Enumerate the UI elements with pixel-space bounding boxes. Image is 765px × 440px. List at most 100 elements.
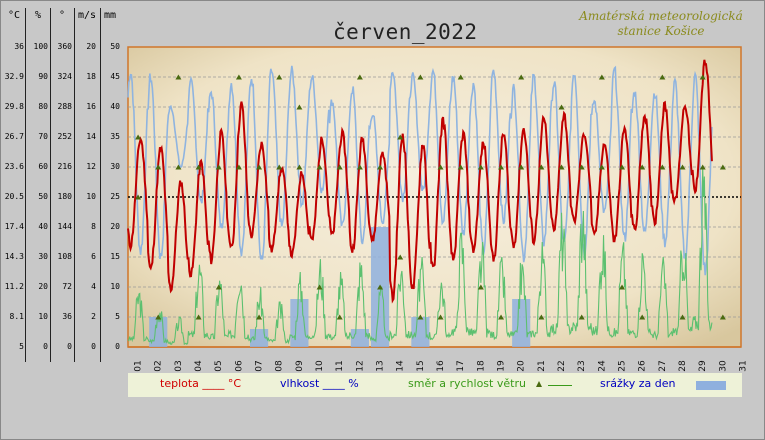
- x-tick-label: 04: [194, 360, 204, 372]
- x-tick-label: 24: [597, 360, 607, 372]
- wind-direction-marker: [377, 164, 384, 170]
- axis-separator: [25, 8, 26, 362]
- axis-separator: [50, 8, 51, 362]
- x-tick-label: 17: [456, 360, 466, 371]
- y-tick-label: 252: [57, 132, 72, 141]
- wind-direction-marker: [598, 74, 605, 80]
- wind-direction-marker: [699, 164, 706, 170]
- y-tick-label: 11.2: [4, 282, 24, 291]
- chart-title: červen_2022: [333, 20, 478, 44]
- wind-speed-series-line: [127, 166, 713, 346]
- y-tick-label: 18: [86, 72, 96, 81]
- x-tick-label: 20: [517, 360, 527, 372]
- station-line-1: Amatérská meteorologická: [579, 9, 743, 23]
- wind-direction-marker: [175, 74, 182, 80]
- wind-direction-marker: [578, 164, 585, 170]
- y-tick-label: 36: [62, 312, 72, 321]
- wind-direction-marker: [619, 164, 626, 170]
- y-tick-label: 40: [38, 222, 48, 231]
- wind-direction-marker: [417, 74, 424, 80]
- y-tick-label: 30: [110, 162, 120, 171]
- x-tick-label: 08: [275, 360, 285, 372]
- y-tick-label: 10: [38, 312, 48, 321]
- y-tick-label: 5: [115, 312, 120, 321]
- y-tick-label: 36: [14, 42, 24, 51]
- wind-direction-marker: [276, 164, 283, 170]
- y-tick-label: 288: [57, 102, 72, 111]
- wind-direction-marker: [215, 284, 222, 290]
- y-tick-label: 70: [38, 132, 48, 141]
- y-tick-label: 360: [57, 42, 72, 51]
- x-tick-label: 10: [315, 360, 325, 372]
- wind-direction-marker: [538, 314, 545, 320]
- legend-precipitation: srážky za den: [600, 377, 676, 390]
- y-tick-label: 60: [38, 162, 48, 171]
- y-tick-label: 0: [43, 342, 48, 351]
- precipitation-bar: [512, 299, 531, 347]
- x-tick-label: 14: [396, 360, 406, 372]
- axis-header-humidity: %: [34, 10, 42, 21]
- precipitation-bar: [290, 299, 309, 347]
- wind-direction-marker: [699, 74, 706, 80]
- y-tick-label: 90: [38, 72, 48, 81]
- x-tick-label: 25: [618, 360, 628, 371]
- y-tick-label: 12: [86, 162, 96, 171]
- wind-direction-marker: [356, 164, 363, 170]
- chart-legend: teplota ____ °C vlhkost ____ % směr a ry…: [128, 373, 742, 397]
- x-tick-label: 06: [234, 360, 244, 372]
- wind-direction-marker: [498, 314, 505, 320]
- y-tick-label: 80: [38, 102, 48, 111]
- axis-header-wind-direction: °: [58, 10, 66, 21]
- wind-direction-marker: [195, 164, 202, 170]
- wind-direction-marker: [719, 314, 726, 320]
- y-tick-label: 10: [110, 282, 120, 291]
- wind-direction-marker: [135, 194, 142, 200]
- wind-direction-marker: [437, 164, 444, 170]
- legend-precipitation-swatch: [696, 381, 726, 390]
- x-tick-label: 03: [174, 360, 184, 371]
- wind-direction-marker: [457, 74, 464, 80]
- wind-direction-marker: [397, 254, 404, 260]
- x-tick-label: 05: [214, 360, 224, 371]
- wind-direction-marker: [619, 284, 626, 290]
- y-tick-label: 23.6: [4, 162, 24, 171]
- x-tick-label: 02: [154, 360, 164, 371]
- wind-direction-marker: [235, 74, 242, 80]
- x-tick-label: 21: [537, 360, 547, 371]
- wind-direction-marker: [276, 74, 283, 80]
- wind-direction-marker: [316, 284, 323, 290]
- x-tick-label: 22: [557, 360, 567, 371]
- y-tick-label: 180: [57, 192, 72, 201]
- wind-direction-marker: [498, 164, 505, 170]
- wind-direction-marker: [356, 74, 363, 80]
- wind-direction-marker: [477, 164, 484, 170]
- y-tick-label: 14.3: [4, 252, 24, 261]
- x-tick-label: 23: [577, 360, 587, 371]
- legend-wind-label: směr a rychlost větru: [408, 377, 526, 390]
- y-tick-label: 4: [91, 282, 96, 291]
- wind-direction-marker: [578, 314, 585, 320]
- wind-direction-marker: [235, 164, 242, 170]
- y-tick-label: 10: [86, 192, 96, 201]
- legend-wind: směr a rychlost větru: [408, 377, 574, 390]
- wind-direction-marker: [336, 164, 343, 170]
- y-tick-label: 32.9: [4, 72, 24, 81]
- x-tick-label: 29: [698, 360, 708, 372]
- y-tick-label: 50: [110, 42, 120, 51]
- wind-direction-marker: [518, 164, 525, 170]
- y-tick-label: 100: [33, 42, 48, 51]
- y-tick-label: 2: [91, 312, 96, 321]
- y-tick-label: 26.7: [4, 132, 24, 141]
- wind-direction-marker: [457, 164, 464, 170]
- x-tick-label: 01: [134, 360, 144, 371]
- wind-direction-marker: [477, 284, 484, 290]
- y-tick-label: 0: [115, 342, 120, 351]
- y-tick-label: 20: [38, 282, 48, 291]
- y-tick-label: 216: [57, 162, 72, 171]
- x-tick-label: 13: [376, 360, 386, 371]
- y-tick-label: 8: [91, 222, 96, 231]
- x-tick-label: 15: [416, 360, 426, 371]
- wind-direction-marker: [437, 314, 444, 320]
- x-tick-label: 31: [739, 360, 749, 371]
